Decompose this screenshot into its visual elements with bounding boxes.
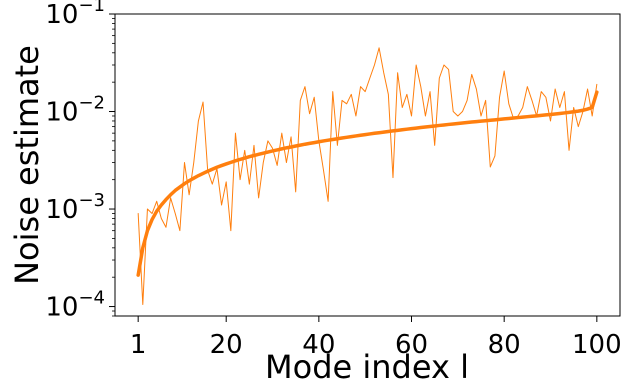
x-tick-label: 100 <box>572 330 622 360</box>
series-layer <box>136 47 599 305</box>
y-tick-label: 10−3 <box>45 190 105 225</box>
y-axis-label: Noise estimate <box>8 45 46 285</box>
x-tick-label: 60 <box>395 330 428 360</box>
noisy-line <box>137 47 598 305</box>
y-tick-label: 10−1 <box>45 0 105 30</box>
y-tick-label: 10−4 <box>45 288 105 323</box>
x-tick-label: 80 <box>488 330 521 360</box>
x-tick-label: 1 <box>130 330 147 360</box>
x-axis-label: Mode index l <box>265 348 469 385</box>
fit-line <box>136 90 599 277</box>
ticks-layer: 1 20 40 60 80 100 10−4 10−3 10−2 10−1 <box>45 0 621 360</box>
y-tick-label: 10−2 <box>45 93 105 128</box>
x-tick-label: 20 <box>210 330 243 360</box>
x-tick-label: 40 <box>302 330 335 360</box>
plot-frame <box>114 13 621 317</box>
